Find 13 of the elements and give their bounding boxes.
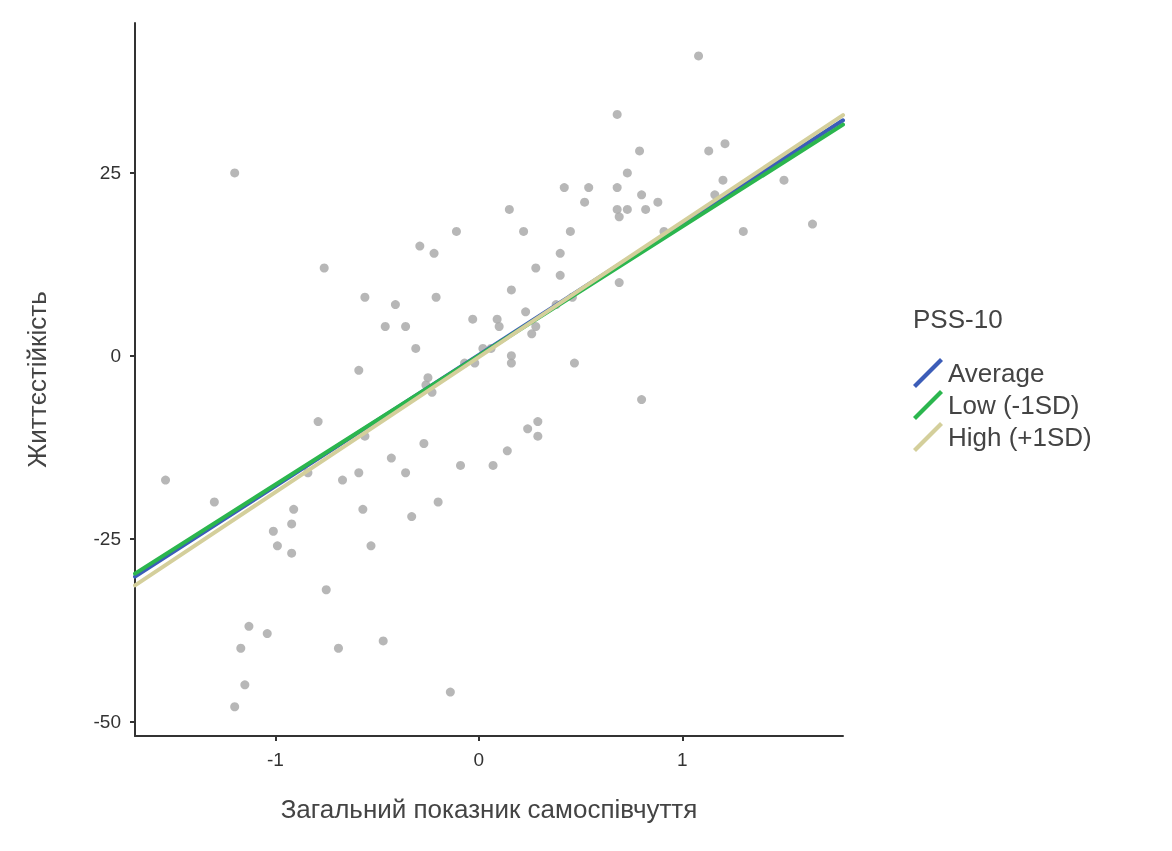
x-tick-label: 1	[676, 749, 688, 770]
legend-label: Average	[948, 358, 1045, 388]
y-tick-label: 25	[99, 162, 121, 184]
y-tick-label: -25	[93, 528, 121, 550]
y-tick-label: -50	[93, 710, 121, 732]
x-tick-label: -1	[266, 749, 284, 770]
x-axis-title: Загальний показник самоспівчуття	[280, 794, 698, 824]
y-tick-label: 0	[110, 345, 121, 367]
x-tick-label: 0	[473, 749, 485, 770]
legend-label: Low (-1SD)	[948, 390, 1080, 420]
legend-label: High (+1SD)	[948, 422, 1092, 452]
legend-title: PSS-10	[913, 304, 1003, 334]
y-axis-title: Життєстійкість	[22, 291, 52, 468]
